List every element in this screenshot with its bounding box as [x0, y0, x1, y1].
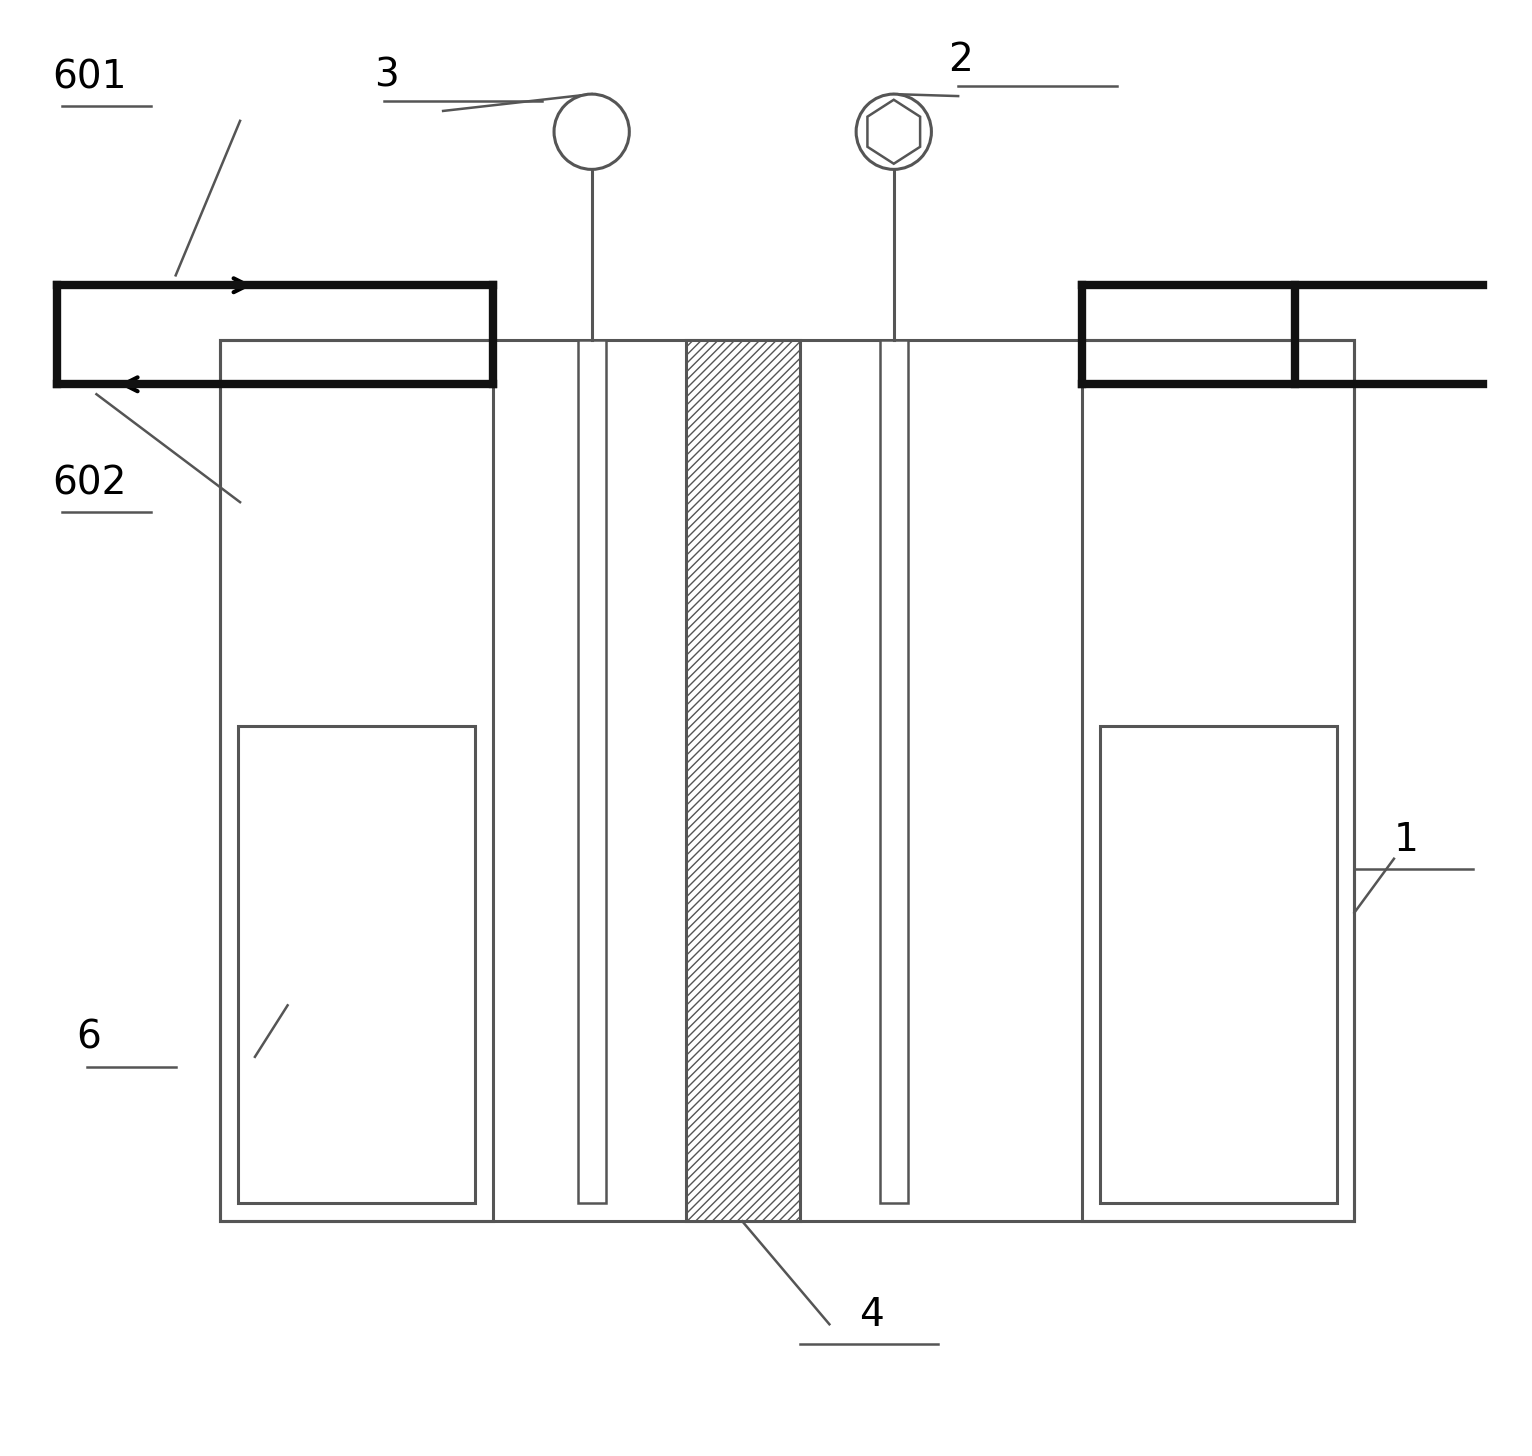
Text: 1: 1 — [1394, 821, 1419, 859]
Bar — [221, 339, 493, 1222]
Bar — [578, 339, 605, 1204]
Circle shape — [856, 95, 931, 169]
Text: 3: 3 — [374, 57, 398, 95]
Text: 4: 4 — [859, 1296, 884, 1334]
Circle shape — [555, 95, 630, 169]
Bar — [237, 727, 475, 1204]
Bar — [879, 339, 907, 1204]
Text: 601: 601 — [52, 58, 126, 96]
Text: 602: 602 — [52, 464, 126, 502]
Bar — [1082, 339, 1354, 1222]
Text: 2: 2 — [948, 41, 973, 79]
Bar — [221, 339, 1354, 1222]
Bar — [1100, 727, 1336, 1204]
Text: 6: 6 — [77, 1019, 101, 1057]
Bar — [686, 339, 800, 1222]
